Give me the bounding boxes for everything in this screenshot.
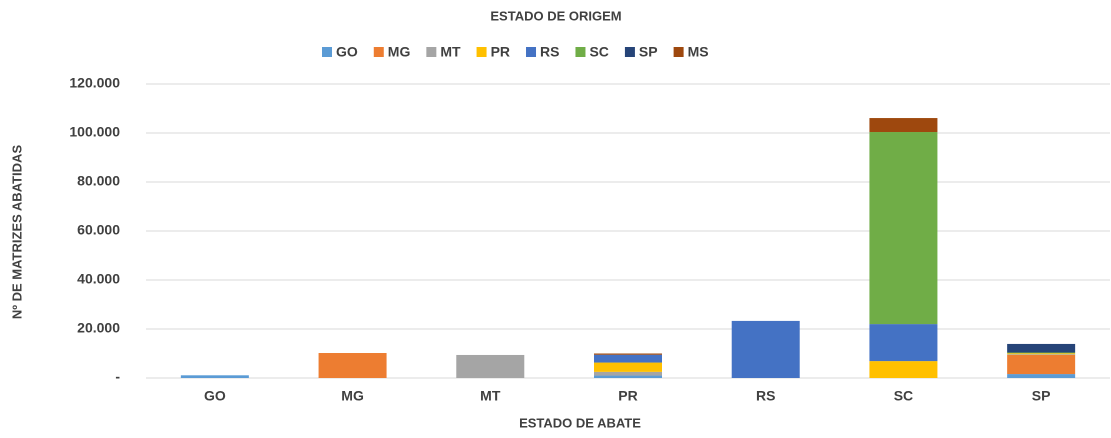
x-tick-label: SC: [894, 388, 913, 404]
legend-label: SC: [589, 44, 608, 60]
x-tick-label: PR: [618, 388, 637, 404]
chart-title: ESTADO DE ORIGEM: [490, 8, 621, 23]
y-tick-label: 20.000: [77, 320, 120, 336]
legend-label: MS: [688, 44, 709, 60]
bar-segment: [594, 362, 662, 372]
legend-label: RS: [540, 44, 559, 60]
x-tick-label: MT: [480, 388, 501, 404]
y-tick-label: 80.000: [77, 173, 120, 189]
legend-label: GO: [336, 44, 358, 60]
bar-segment: [1007, 353, 1076, 355]
bar-segment: [456, 354, 525, 378]
bar-segment: [180, 375, 249, 378]
x-tick-label: RS: [756, 388, 775, 404]
legend-label: PR: [491, 44, 510, 60]
bar-segment: [869, 132, 938, 325]
bar-segment: [869, 118, 938, 133]
bar-segment: [318, 353, 387, 378]
legend-label: MG: [388, 44, 411, 60]
y-axis-title: Nº DE MATRIZES ABATIDAS: [9, 145, 24, 320]
legend-swatch: [426, 47, 437, 57]
bar-segment: [1007, 354, 1076, 375]
bar-segment: [731, 320, 800, 378]
x-tick-label: GO: [204, 388, 226, 404]
y-tick-label: -: [115, 369, 120, 385]
legend-swatch: [373, 47, 384, 57]
legend-swatch: [624, 47, 635, 57]
bar-segment: [594, 375, 662, 378]
x-tick-label: MG: [341, 388, 364, 404]
bar-segment: [869, 324, 938, 362]
bar-segment: [869, 361, 938, 378]
y-tick-label: 100.000: [69, 124, 120, 140]
bar-segment: [1007, 343, 1076, 353]
x-axis-title: ESTADO DE ABATE: [519, 415, 641, 430]
y-tick-label: 120.000: [69, 75, 120, 91]
legend-swatch: [673, 47, 684, 57]
y-tick-label: 40.000: [77, 271, 120, 287]
bar-segment: [594, 353, 662, 355]
legend-swatch: [476, 47, 487, 57]
bar-segment: [1007, 354, 1076, 355]
legend-swatch: [575, 47, 586, 57]
bar-segment: [1007, 374, 1076, 378]
legend-label: MT: [440, 44, 461, 60]
legend-label: SP: [639, 44, 658, 60]
legend-swatch: [322, 47, 332, 57]
legend-swatch: [526, 47, 537, 57]
bar-segment: [594, 371, 662, 376]
bar-segment: [594, 354, 662, 363]
y-tick-label: 60.000: [77, 222, 120, 238]
bar-segment: [1007, 352, 1076, 354]
x-tick-label: SP: [1032, 388, 1051, 404]
